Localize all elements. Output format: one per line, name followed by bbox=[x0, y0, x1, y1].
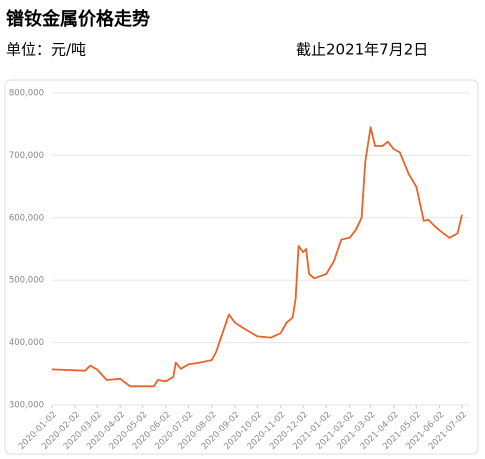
chart-frame bbox=[4, 79, 479, 455]
price-line bbox=[51, 126, 463, 388]
unit-label: 单位：元/吨 bbox=[6, 41, 86, 59]
y-tick-label: 500,000 bbox=[9, 276, 44, 286]
y-tick-label: 700,000 bbox=[9, 151, 44, 161]
y-tick-label: 300,000 bbox=[9, 401, 44, 411]
date-note: 截止2021年7月2日 bbox=[296, 41, 428, 59]
y-tick-label: 600,000 bbox=[9, 213, 44, 223]
y-tick-label: 800,000 bbox=[9, 89, 44, 99]
chart-title: 镨钕金属价格走势 bbox=[6, 8, 150, 30]
y-tick-label: 400,000 bbox=[9, 338, 44, 348]
